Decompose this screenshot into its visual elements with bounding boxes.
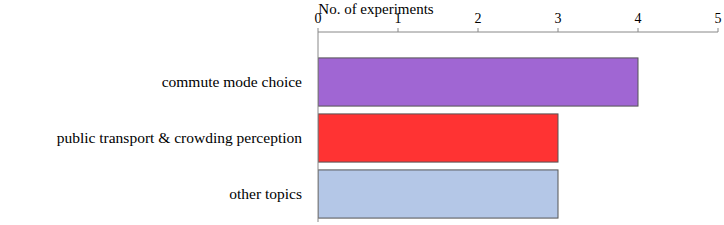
chart-svg: No. of experiments commute mode choice pub… [0,0,724,225]
x-tick [478,28,479,32]
chart-container: No. of experiments commute mode choice pub… [0,0,724,225]
category-label: other topics [229,185,302,202]
x-tick [638,28,639,32]
x-tick-label: 3 [555,11,562,26]
bar [318,58,638,106]
x-tick-label: 4 [635,11,642,26]
x-tick-label: 1 [395,11,402,26]
x-tick [558,28,559,32]
category-label: commute mode choice [162,73,302,90]
x-axis-line [318,32,718,33]
x-tick-label: 0 [315,11,322,26]
bar [318,114,558,162]
bar [318,170,558,218]
y-axis-line [318,32,319,222]
x-tick [718,28,719,32]
x-tick-label: 2 [475,11,482,26]
x-tick-label: 5 [715,11,722,26]
x-axis-title: No. of experiments [318,1,434,17]
bars [318,58,638,218]
x-tick [318,28,319,32]
category-label: public transport & crowding perception [57,129,303,146]
x-tick [398,28,399,32]
